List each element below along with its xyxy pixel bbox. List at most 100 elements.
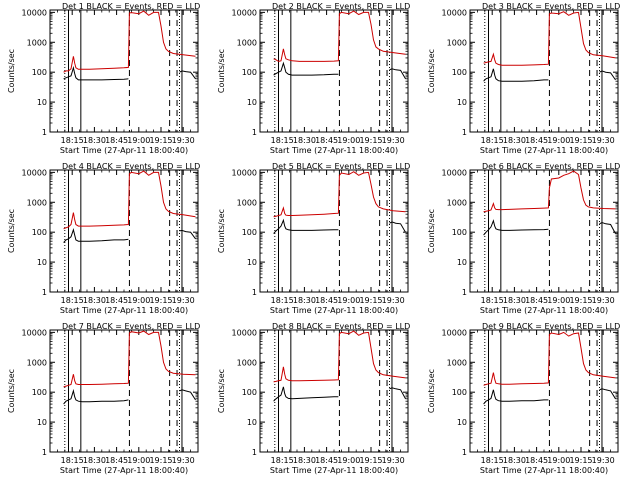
y-tick-label: 1 bbox=[42, 288, 47, 297]
y-tick-label: 1 bbox=[42, 448, 47, 457]
panel-title: Det 2 BLACK = Events, RED = LLD bbox=[272, 2, 410, 11]
x-axis-label: Start Time (27-Apr-11 18:00:40) bbox=[60, 466, 188, 475]
events-series-line bbox=[273, 61, 339, 76]
events-series-line bbox=[483, 219, 549, 236]
y-tick-label: 10000 bbox=[232, 328, 257, 337]
x-tick-label: 18:45 bbox=[315, 136, 338, 145]
y-axis-label: Counts/sec bbox=[7, 49, 16, 93]
events-series-line bbox=[389, 68, 406, 80]
events-series-line bbox=[273, 218, 339, 234]
x-axis-label: Start Time (27-Apr-11 18:00:40) bbox=[60, 306, 188, 315]
lld-series-line bbox=[483, 331, 616, 386]
y-axis-label: Counts/sec bbox=[217, 369, 226, 413]
x-tick-label: 19:00 bbox=[547, 136, 570, 145]
y-tick-label: 100 bbox=[242, 388, 257, 397]
lld-series-line bbox=[273, 330, 406, 383]
y-tick-label: 100 bbox=[242, 68, 257, 77]
x-tick-label: 18:15 bbox=[481, 296, 504, 305]
x-tick-label: 19:15 bbox=[569, 136, 592, 145]
y-tick-label: 1000 bbox=[27, 198, 47, 207]
y-axis-label: Counts/sec bbox=[7, 369, 16, 413]
x-axis-label: Start Time (27-Apr-11 18:00:40) bbox=[270, 306, 398, 315]
y-tick-label: 1000 bbox=[447, 38, 467, 47]
x-tick-label: 19:15 bbox=[569, 456, 592, 465]
panel-title: Det 9 BLACK = Events, RED = LLD bbox=[482, 322, 620, 331]
x-tick-label: 19:15 bbox=[359, 456, 382, 465]
lld-series-line bbox=[273, 10, 406, 62]
x-tick-label: 19:00 bbox=[547, 296, 570, 305]
y-tick-label: 1000 bbox=[237, 38, 257, 47]
x-tick-label: 18:30 bbox=[83, 136, 106, 145]
y-tick-label: 10 bbox=[247, 98, 257, 107]
x-tick-label: 18:15 bbox=[271, 136, 294, 145]
x-tick-label: 19:00 bbox=[127, 136, 150, 145]
x-tick-label: 19:30 bbox=[172, 456, 195, 465]
x-tick-label: 19:15 bbox=[149, 136, 172, 145]
plot-frame bbox=[259, 9, 409, 133]
panel: 1 10 100 1000 10000 18:15 18:30 18:45 19:00 19:15… bbox=[217, 2, 410, 155]
lld-series-line bbox=[63, 170, 196, 230]
y-tick-label: 10 bbox=[37, 98, 47, 107]
plot-frame bbox=[259, 329, 409, 453]
panel: 1 10 100 1000 10000 18:15 18:30 18:45 19:00 19:15… bbox=[7, 162, 200, 315]
y-tick-label: 100 bbox=[452, 68, 467, 77]
x-tick-label: 18:30 bbox=[503, 136, 526, 145]
x-tick-label: 19:15 bbox=[359, 296, 382, 305]
y-tick-label: 100 bbox=[32, 388, 47, 397]
panel: 1 10 100 1000 10000 18:15 18:30 18:45 19:00 19:15… bbox=[427, 2, 620, 155]
y-axis-label: Counts/sec bbox=[7, 209, 16, 253]
y-tick-label: 100 bbox=[452, 388, 467, 397]
y-tick-label: 10 bbox=[247, 258, 257, 267]
y-tick-label: 100 bbox=[452, 228, 467, 237]
panel: 1 10 100 1000 10000 18:15 18:30 18:45 19:00 19:15… bbox=[427, 322, 620, 475]
panel: 1 10 100 1000 10000 18:15 18:30 18:45 19:00 19:15… bbox=[217, 322, 410, 475]
panel-title: Det 4 BLACK = Events, RED = LLD bbox=[62, 162, 200, 171]
plot-frame bbox=[259, 169, 409, 293]
x-tick-label: 18:15 bbox=[481, 136, 504, 145]
y-tick-label: 1 bbox=[252, 288, 257, 297]
y-tick-label: 10 bbox=[457, 98, 467, 107]
plot-frame bbox=[49, 329, 199, 453]
y-axis-label: Counts/sec bbox=[217, 49, 226, 93]
y-tick-label: 10 bbox=[37, 418, 47, 427]
y-tick-label: 10 bbox=[457, 258, 467, 267]
panel-title: Det 1 BLACK = Events, RED = LLD bbox=[62, 2, 200, 11]
y-tick-label: 10 bbox=[457, 418, 467, 427]
events-series-line bbox=[389, 387, 406, 400]
x-tick-label: 18:30 bbox=[83, 456, 106, 465]
y-tick-label: 1000 bbox=[447, 358, 467, 367]
x-tick-label: 18:45 bbox=[315, 296, 338, 305]
x-tick-label: 19:30 bbox=[382, 136, 405, 145]
x-tick-label: 19:15 bbox=[569, 296, 592, 305]
events-series-line bbox=[179, 70, 196, 80]
y-tick-label: 1 bbox=[462, 448, 467, 457]
x-axis-label: Start Time (27-Apr-11 18:00:40) bbox=[60, 146, 188, 155]
x-tick-label: 18:15 bbox=[481, 456, 504, 465]
x-tick-label: 19:30 bbox=[592, 296, 615, 305]
x-tick-label: 19:00 bbox=[127, 296, 150, 305]
x-tick-label: 19:30 bbox=[382, 456, 405, 465]
events-series-line bbox=[63, 65, 129, 81]
panel-title: Det 6 BLACK = Events, RED = LLD bbox=[482, 162, 620, 171]
events-series-line bbox=[599, 388, 616, 400]
events-series-line bbox=[389, 221, 406, 233]
x-tick-label: 19:00 bbox=[547, 456, 570, 465]
panel: 1 10 100 1000 10000 18:15 18:30 18:45 19:00 19:15… bbox=[7, 2, 200, 155]
events-series-line bbox=[599, 70, 616, 81]
y-tick-label: 10000 bbox=[232, 8, 257, 17]
x-tick-label: 18:30 bbox=[503, 456, 526, 465]
y-tick-label: 1 bbox=[42, 128, 47, 137]
x-tick-label: 18:30 bbox=[293, 456, 316, 465]
events-series-line bbox=[483, 389, 549, 405]
y-tick-label: 10000 bbox=[442, 8, 467, 17]
events-series-line bbox=[179, 229, 196, 240]
x-tick-label: 18:45 bbox=[525, 136, 548, 145]
y-tick-label: 100 bbox=[32, 228, 47, 237]
panel-title: Det 5 BLACK = Events, RED = LLD bbox=[272, 162, 410, 171]
y-tick-label: 10000 bbox=[442, 328, 467, 337]
y-tick-label: 1000 bbox=[237, 358, 257, 367]
events-series-line bbox=[599, 221, 616, 234]
x-tick-label: 19:15 bbox=[149, 456, 172, 465]
lld-series-line bbox=[63, 10, 196, 73]
